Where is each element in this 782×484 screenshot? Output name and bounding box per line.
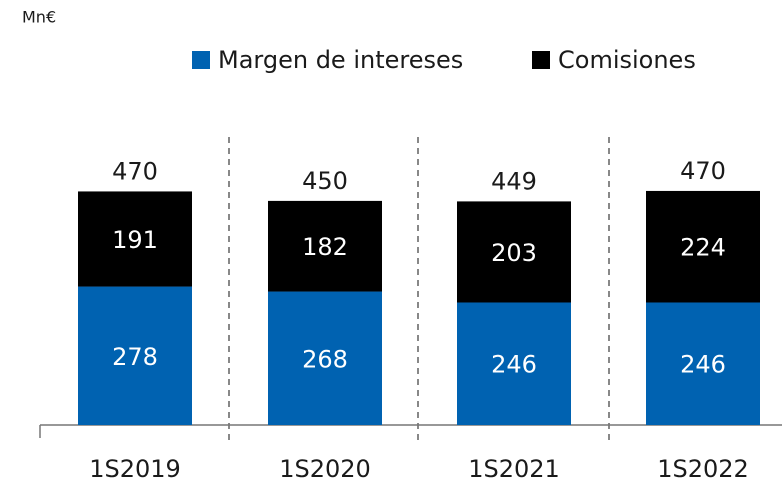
bar-segment	[457, 201, 571, 303]
bar-segment	[646, 190, 760, 303]
x-tick-label: 1S2022	[657, 455, 749, 483]
total-label: 449	[491, 167, 537, 195]
bar-segment	[78, 191, 192, 287]
value-label: 191	[112, 226, 158, 254]
bar-segment	[268, 291, 382, 425]
separators	[228, 137, 610, 442]
value-label: 278	[112, 343, 158, 371]
legend-swatch	[192, 51, 210, 69]
legend-label: Margen de intereses	[218, 46, 463, 74]
x-tick-label: 1S2019	[89, 455, 181, 483]
x-tick-label: 1S2020	[279, 455, 371, 483]
value-label: 182	[302, 233, 348, 261]
x-tick-label: 1S2021	[468, 455, 560, 483]
total-label: 470	[112, 157, 158, 185]
bar-segment	[268, 200, 382, 292]
value-label: 246	[680, 351, 726, 379]
total-label: 450	[302, 167, 348, 195]
value-label: 203	[491, 239, 537, 267]
bar-segment	[457, 302, 571, 425]
bar-segment	[78, 286, 192, 425]
value-label: 224	[680, 234, 726, 262]
value-label: 268	[302, 345, 348, 373]
legend-swatch	[532, 51, 550, 69]
unit-label: Mn€	[22, 8, 56, 27]
legend-label: Comisiones	[558, 46, 696, 74]
value-label: 246	[491, 351, 537, 379]
bar-segment	[646, 302, 760, 425]
total-label: 470	[680, 157, 726, 185]
